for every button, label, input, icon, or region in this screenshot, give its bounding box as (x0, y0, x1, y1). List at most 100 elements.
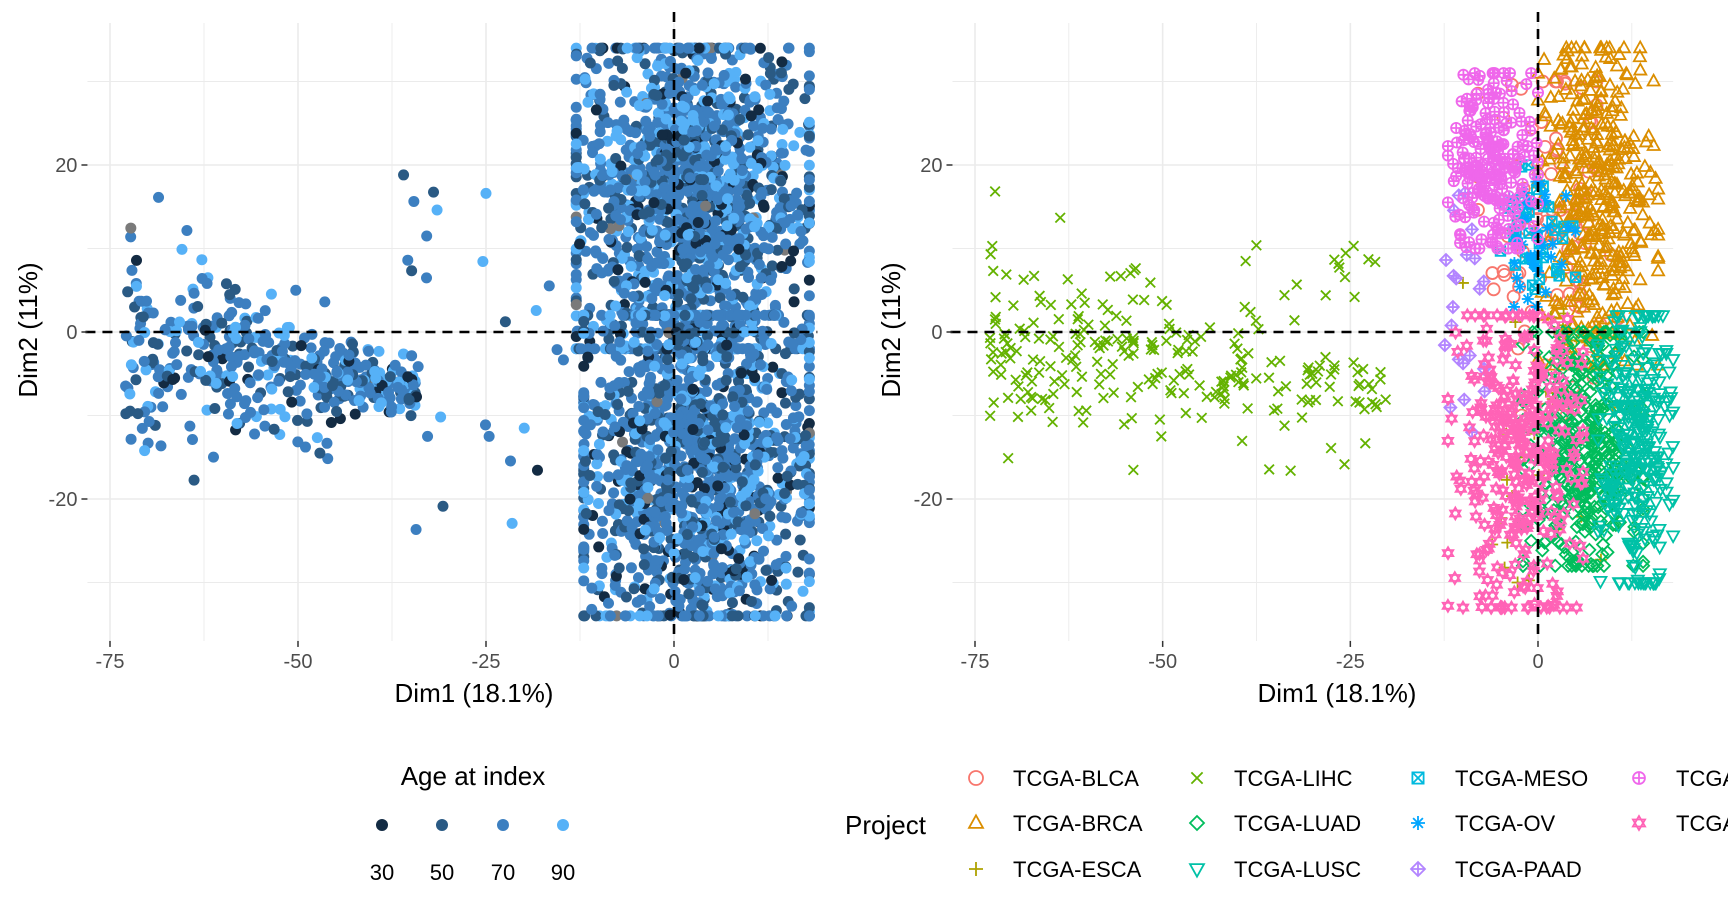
data-point (276, 345, 288, 357)
data-point (612, 377, 624, 389)
data-point (659, 511, 671, 523)
data-point (133, 334, 145, 346)
data-point (325, 416, 337, 428)
data-point (623, 366, 635, 378)
data-point (626, 184, 638, 196)
data-point (715, 543, 727, 555)
data-point (749, 459, 761, 471)
data-point (659, 229, 671, 241)
data-point (643, 388, 655, 400)
data-point (652, 154, 664, 166)
data-point (785, 385, 797, 397)
data-point (781, 470, 793, 482)
data-point (612, 398, 624, 410)
data-point (749, 371, 761, 383)
data-point (745, 43, 757, 55)
data-point (670, 595, 682, 607)
data-point (244, 377, 256, 389)
data-point (748, 474, 760, 486)
data-point (604, 610, 616, 622)
data-point (758, 407, 770, 419)
data-point (791, 187, 803, 199)
data-point (681, 435, 693, 447)
data-point (643, 378, 655, 390)
data-point (294, 379, 306, 391)
data-point (628, 336, 640, 348)
data-point (570, 113, 582, 125)
data-point (422, 430, 434, 442)
data-point (590, 104, 602, 116)
data-point (750, 309, 762, 321)
data-point (266, 355, 278, 367)
data-point (754, 42, 766, 54)
data-point (696, 452, 708, 464)
data-point (620, 174, 632, 186)
data-point (596, 267, 608, 279)
data-point (125, 433, 137, 445)
data-point (410, 524, 422, 536)
data-point (174, 316, 186, 328)
data-point (299, 441, 311, 453)
data-point (733, 553, 745, 565)
data-point (783, 42, 795, 54)
data-point (644, 130, 656, 142)
data-point (770, 559, 782, 571)
data-point (139, 445, 151, 457)
data-point (724, 93, 736, 105)
data-point (769, 299, 781, 311)
data-point (702, 575, 714, 587)
data-point (736, 164, 748, 176)
data-point (664, 87, 676, 99)
data-point (649, 282, 661, 294)
data-point (803, 352, 815, 364)
data-point (803, 42, 815, 54)
data-point (803, 610, 815, 622)
data-point (231, 417, 243, 429)
data-point (803, 373, 815, 385)
data-point (584, 469, 596, 481)
data-point (787, 223, 799, 235)
left-y-axis-label: Dim2 (11%) (13, 262, 43, 397)
data-point (612, 55, 624, 67)
data-point (137, 311, 149, 323)
data-point (803, 309, 815, 321)
data-point (765, 184, 777, 196)
data-point (721, 351, 733, 363)
data-point (181, 225, 193, 237)
data-point (349, 408, 361, 420)
data-point (784, 433, 796, 445)
data-point (579, 73, 591, 85)
data-point (615, 134, 627, 146)
data-point (621, 42, 633, 54)
x-tick-label: -50 (284, 651, 313, 673)
data-point (788, 296, 800, 308)
data-point (780, 562, 792, 574)
data-point (777, 452, 789, 464)
data-point (597, 252, 609, 264)
data-point (788, 245, 800, 257)
data-point (624, 493, 636, 505)
data-point (199, 324, 211, 336)
data-point (666, 571, 678, 583)
data-point (364, 387, 376, 399)
data-point (722, 234, 734, 246)
data-point (642, 460, 654, 472)
data-point (406, 350, 418, 362)
data-point (751, 535, 763, 547)
data-point (603, 202, 615, 214)
data-point (648, 583, 660, 595)
data-point (124, 388, 136, 400)
data-point (786, 374, 798, 386)
data-point (775, 147, 787, 159)
data-point (681, 272, 693, 284)
data-point (747, 120, 759, 132)
data-point (641, 610, 653, 622)
data-point (578, 327, 590, 339)
data-point (268, 423, 280, 435)
data-point (705, 52, 717, 64)
data-point (641, 98, 653, 110)
data-point (196, 254, 208, 266)
data-point (580, 508, 592, 520)
data-point (618, 287, 630, 299)
data-point (749, 91, 761, 103)
